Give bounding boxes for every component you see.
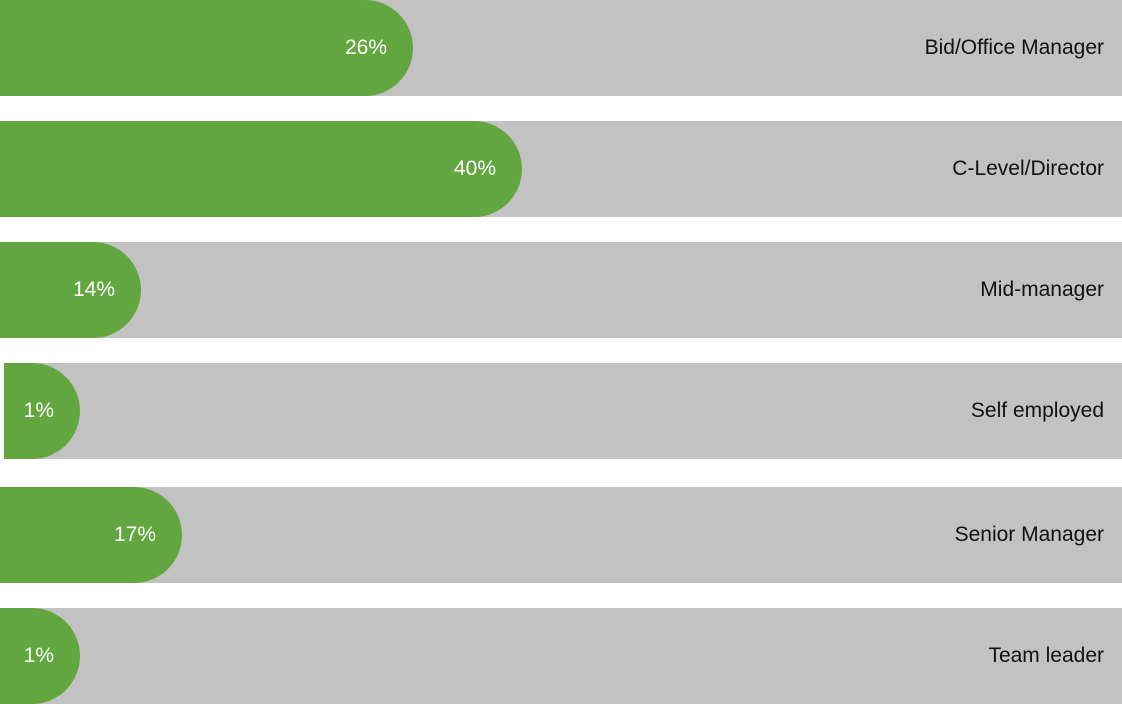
- bar-row: 17% Senior Manager: [0, 487, 1122, 583]
- bar-fill: 40%: [0, 121, 522, 217]
- bar-value-label: 26%: [344, 36, 387, 59]
- bar-track: 26% Bid/Office Manager: [0, 0, 1122, 96]
- bar-row: 1% Self employed: [0, 363, 1122, 459]
- bar-track: 1% Self employed: [4, 363, 1122, 459]
- bar-row: 1% Team leader: [0, 608, 1122, 704]
- bar-track: 14% Mid-manager: [0, 242, 1122, 338]
- bar-row: 26% Bid/Office Manager: [0, 0, 1122, 96]
- bar-fill: 1%: [0, 608, 80, 704]
- bar-value-label: 14%: [72, 278, 115, 301]
- bar-category-label: C-Level/Director: [952, 157, 1104, 180]
- bar-value-label: 1%: [23, 399, 54, 422]
- bar-value-label: 1%: [23, 644, 54, 667]
- bar-row: 14% Mid-manager: [0, 242, 1122, 338]
- bar-track: 1% Team leader: [0, 608, 1122, 704]
- bar-value-label: 17%: [113, 523, 156, 546]
- bar-row: 40% C-Level/Director: [0, 121, 1122, 217]
- bar-fill: 26%: [0, 0, 413, 96]
- bar-fill: 1%: [4, 363, 80, 459]
- bar-category-label: Senior Manager: [954, 523, 1104, 546]
- bar-fill: 17%: [0, 487, 182, 583]
- bar-category-label: Bid/Office Manager: [924, 36, 1104, 59]
- bar-category-label: Mid-manager: [980, 278, 1104, 301]
- bar-category-label: Team leader: [988, 644, 1104, 667]
- bar-value-label: 40%: [453, 157, 496, 180]
- bar-fill: 14%: [0, 242, 141, 338]
- bar-track: 17% Senior Manager: [0, 487, 1122, 583]
- bar-category-label: Self employed: [970, 399, 1104, 422]
- bar-track: 40% C-Level/Director: [0, 121, 1122, 217]
